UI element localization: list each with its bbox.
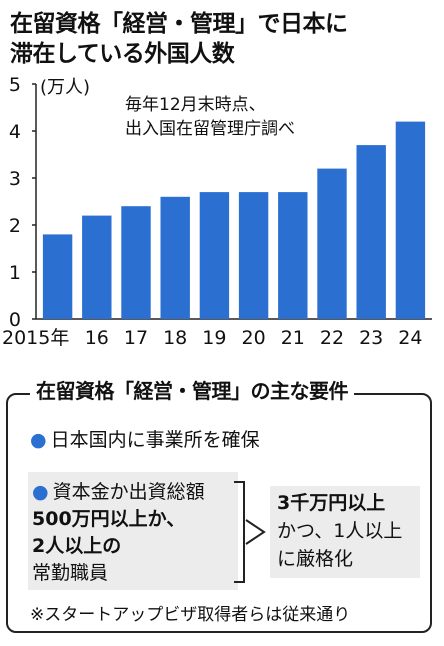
capital-line1: 資本金か出資総額: [52, 481, 205, 503]
bar: [160, 196, 190, 319]
bar: [317, 168, 347, 319]
old-requirement-panel: [28, 472, 238, 590]
capital-line2: 500万円以上か、: [32, 508, 186, 530]
requirements-title: 在留資格「経営・管理」の主な要件: [30, 375, 354, 404]
y-tick-label: 1: [9, 262, 21, 284]
x-tick-label: 24: [398, 327, 422, 349]
x-tick-label: 2015年: [2, 327, 69, 349]
chart-note-line1: 毎年12月末時点、: [125, 95, 266, 115]
bar: [395, 121, 426, 319]
y-unit-label: (万人): [40, 77, 90, 98]
new-line3: に厳格化: [277, 548, 354, 570]
y-tick-label: 4: [9, 121, 21, 143]
bar: [121, 206, 151, 319]
requirement-office-text: 日本国内に事業所を確保: [50, 429, 260, 451]
x-tick-label: 17: [124, 327, 148, 349]
x-tick-label: 20: [242, 327, 266, 349]
footnote: ※スタートアップビザ取得者らは従来通り: [30, 605, 351, 625]
bar: [82, 215, 112, 319]
x-tick-label: 22: [320, 327, 344, 349]
requirement-item-capital: ● 資本金か出資総額 500万円以上か、 2人以上の 常勤職員: [32, 479, 205, 587]
y-tick-label: 3: [9, 168, 21, 190]
change-arrow-icon: [234, 481, 266, 583]
bullet-icon: ●: [30, 429, 47, 451]
capital-line4: 常勤職員: [32, 562, 109, 584]
new-requirement: 3千万円以上 かつ、1人以上 に厳格化: [277, 489, 402, 573]
new-line1: 3千万円以上: [277, 492, 386, 514]
bar: [238, 192, 269, 319]
x-tick-label: 23: [359, 327, 383, 349]
chart-title-line1: 在留資格「経営・管理」で日本に: [10, 11, 348, 37]
y-tick-label: 2: [9, 215, 21, 237]
requirement-item-office: ● 日本国内に事業所を確保: [30, 425, 260, 452]
y-tick-label: 5: [9, 74, 21, 96]
bar: [356, 145, 386, 319]
bar: [278, 192, 308, 319]
y-tick-label: 0: [9, 309, 21, 331]
new-line2: かつ、1人以上: [277, 520, 403, 542]
bullet-icon: ●: [32, 481, 49, 503]
new-requirement-panel: [270, 486, 420, 578]
x-tick-label: 16: [85, 327, 109, 349]
x-tick-label: 18: [163, 327, 187, 349]
bar: [42, 234, 73, 319]
capital-line3: 2人以上の: [32, 535, 122, 557]
chart-note-line2: 出入国在留管理庁調べ: [125, 119, 295, 139]
x-tick-label: 21: [281, 327, 305, 349]
x-tick-label: 19: [202, 327, 226, 349]
bar: [199, 192, 230, 319]
chart-title-line2: 滞在している外国人数: [10, 41, 235, 67]
